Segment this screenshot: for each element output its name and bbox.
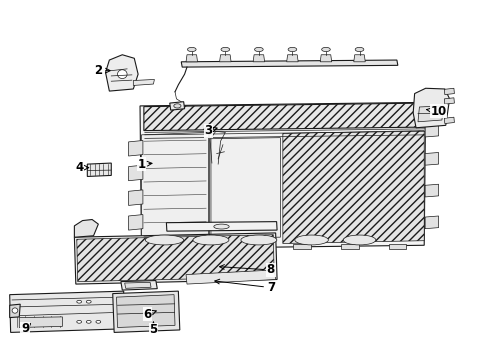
Polygon shape <box>128 190 142 206</box>
Ellipse shape <box>86 300 91 303</box>
Polygon shape <box>142 243 160 249</box>
Text: 2: 2 <box>94 64 110 77</box>
Text: 1: 1 <box>137 158 152 171</box>
Polygon shape <box>74 233 277 284</box>
Ellipse shape <box>343 235 375 245</box>
Polygon shape <box>210 138 280 238</box>
Polygon shape <box>133 80 154 85</box>
Text: 4: 4 <box>75 161 88 174</box>
Ellipse shape <box>86 320 91 323</box>
Polygon shape <box>112 291 180 332</box>
Polygon shape <box>424 184 438 197</box>
Ellipse shape <box>294 235 328 245</box>
Polygon shape <box>10 291 123 332</box>
Ellipse shape <box>77 300 81 303</box>
Polygon shape <box>116 294 175 328</box>
Ellipse shape <box>187 48 196 51</box>
Polygon shape <box>293 243 310 249</box>
Text: 3: 3 <box>204 124 217 137</box>
Ellipse shape <box>287 48 296 51</box>
Ellipse shape <box>221 48 229 51</box>
Polygon shape <box>166 222 277 231</box>
Polygon shape <box>341 243 358 249</box>
Polygon shape <box>105 55 138 91</box>
Polygon shape <box>412 88 448 128</box>
Polygon shape <box>253 55 264 62</box>
Polygon shape <box>128 140 142 156</box>
Ellipse shape <box>96 320 101 323</box>
Polygon shape <box>286 55 298 62</box>
Ellipse shape <box>12 308 18 313</box>
Polygon shape <box>444 88 453 95</box>
Polygon shape <box>121 280 157 290</box>
Text: 10: 10 <box>426 105 446 118</box>
Polygon shape <box>169 102 184 110</box>
Ellipse shape <box>241 235 276 245</box>
Text: 6: 6 <box>143 307 156 320</box>
Ellipse shape <box>145 235 183 245</box>
Polygon shape <box>181 60 397 67</box>
Polygon shape <box>185 55 197 62</box>
Polygon shape <box>141 132 208 247</box>
Polygon shape <box>185 270 275 284</box>
Polygon shape <box>353 55 365 62</box>
Polygon shape <box>10 304 20 318</box>
Ellipse shape <box>254 48 263 51</box>
Polygon shape <box>424 216 438 229</box>
Ellipse shape <box>193 235 228 245</box>
Polygon shape <box>320 55 331 62</box>
Ellipse shape <box>321 48 329 51</box>
Polygon shape <box>282 131 424 243</box>
Ellipse shape <box>213 224 229 229</box>
Polygon shape <box>77 235 274 282</box>
Polygon shape <box>124 282 151 288</box>
Polygon shape <box>444 117 453 123</box>
Polygon shape <box>424 124 438 137</box>
Polygon shape <box>128 165 142 181</box>
Polygon shape <box>140 102 425 249</box>
Polygon shape <box>417 106 443 122</box>
Text: 5: 5 <box>149 322 157 337</box>
Text: 7: 7 <box>214 279 274 294</box>
Polygon shape <box>87 163 111 176</box>
Polygon shape <box>388 243 406 249</box>
Ellipse shape <box>354 48 363 51</box>
Polygon shape <box>424 153 438 165</box>
Ellipse shape <box>117 70 127 78</box>
Polygon shape <box>74 220 98 237</box>
Polygon shape <box>255 243 272 249</box>
Ellipse shape <box>77 320 81 323</box>
Polygon shape <box>178 243 195 249</box>
Polygon shape <box>444 98 453 104</box>
Polygon shape <box>219 55 231 62</box>
Text: 9: 9 <box>21 323 30 336</box>
Text: 8: 8 <box>219 264 274 276</box>
Polygon shape <box>143 103 424 131</box>
Ellipse shape <box>173 104 181 108</box>
Polygon shape <box>128 215 142 230</box>
Polygon shape <box>19 317 62 328</box>
